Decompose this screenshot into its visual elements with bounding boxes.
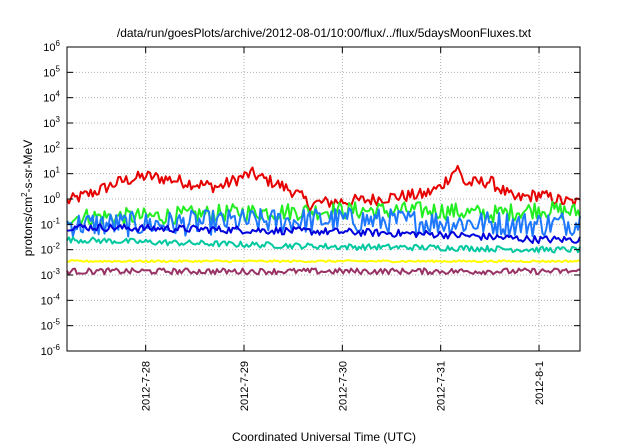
y-tick-label: 103 bbox=[43, 115, 60, 130]
y-tick-labels: 10-6 10-5 10-4 10-3 10-2 10-1 100 101 102 103 104 1… bbox=[41, 39, 61, 358]
y-tick-label: 105 bbox=[43, 64, 60, 79]
y-tick-label: 10-6 bbox=[41, 343, 61, 358]
chart-title: /data/run/goesPlots/archive/2012-08-01/1… bbox=[117, 26, 532, 40]
series-line bbox=[66, 164, 581, 212]
x-tick-label: 2012-7-28 bbox=[141, 361, 153, 411]
series-layer bbox=[66, 164, 581, 276]
y-tick-label: 101 bbox=[43, 166, 60, 181]
series-line bbox=[66, 236, 581, 254]
series-line bbox=[66, 200, 581, 226]
x-tick-label: 2012-8-1 bbox=[534, 361, 546, 405]
x-tick-label: 2012-7-31 bbox=[436, 361, 448, 411]
y-tick-label: 10-3 bbox=[41, 267, 61, 282]
ticks bbox=[67, 46, 580, 352]
y-axis-label: protons/cm2-s-sr-MeV bbox=[20, 140, 35, 256]
series-line bbox=[66, 267, 581, 276]
x-tick-label: 2012-7-30 bbox=[337, 361, 349, 411]
y-tick-label: 106 bbox=[43, 39, 60, 54]
y-tick-label: 100 bbox=[43, 191, 60, 206]
y-tick-label: 104 bbox=[43, 90, 60, 105]
x-tick-label: 2012-7-29 bbox=[239, 361, 251, 411]
y-tick-label: 10-4 bbox=[41, 292, 61, 307]
y-tick-label: 10-5 bbox=[41, 318, 61, 333]
x-tick-labels: 2012-7-28 2012-7-29 2012-7-30 2012-7-31 2012… bbox=[141, 361, 546, 411]
series-line bbox=[66, 223, 581, 245]
y-tick-label: 102 bbox=[43, 140, 60, 155]
y-tick-label: 10-2 bbox=[41, 242, 61, 257]
series-line bbox=[66, 259, 581, 264]
x-axis-label: Coordinated Universal Time (UTC) bbox=[232, 430, 416, 444]
y-tick-label: 10-1 bbox=[41, 216, 61, 231]
